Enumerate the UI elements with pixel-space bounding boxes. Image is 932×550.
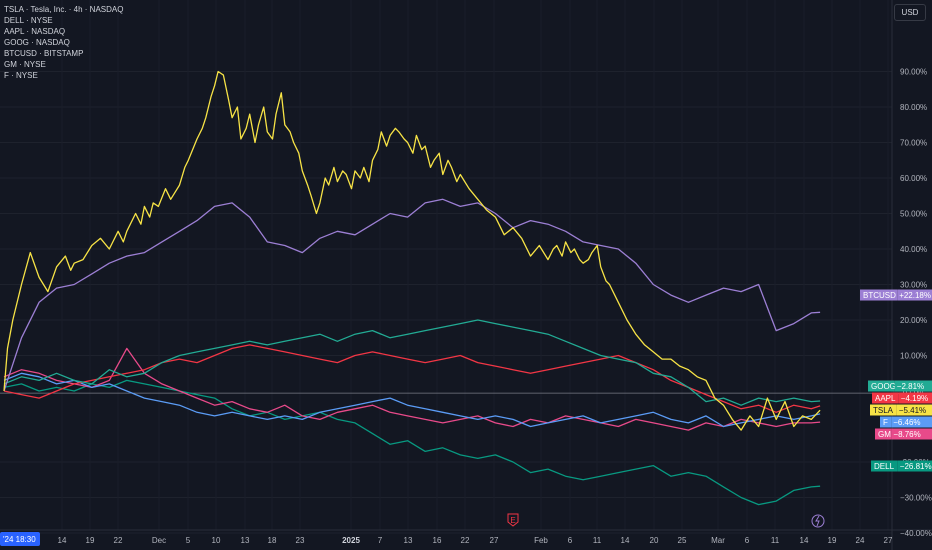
- series-line-goog[interactable]: [3, 319, 821, 406]
- series-name-tag-gm[interactable]: [875, 428, 892, 440]
- series-value-label-aapl: −4.19%: [901, 394, 928, 403]
- series-value-label-dell: −26.81%: [900, 462, 932, 471]
- y-tick-label: 60.00%: [900, 174, 927, 183]
- series-value-label-tsla: −5.41%: [899, 406, 926, 415]
- x-tick-label: 19: [86, 536, 95, 545]
- y-tick-label: 90.00%: [900, 68, 927, 77]
- legend-item-aapl[interactable]: AAPL · NASDAQ: [4, 27, 66, 36]
- legend-item-f[interactable]: F · NYSE: [4, 71, 38, 80]
- x-tick-label: Mar: [711, 536, 725, 545]
- y-tick-label: 40.00%: [900, 245, 927, 254]
- y-tick-label: 20.00%: [900, 316, 927, 325]
- y-tick-label: −40.00%: [900, 529, 932, 538]
- x-tick-label: 13: [241, 536, 250, 545]
- x-tick-label: 22: [114, 536, 123, 545]
- series-name-label-aapl[interactable]: AAPL: [875, 394, 896, 403]
- y-tick-label: −30.00%: [900, 494, 932, 503]
- series-value-label-goog: −2.81%: [897, 382, 924, 391]
- series-line-btcusd[interactable]: [3, 198, 821, 392]
- series-name-tag-btcusd[interactable]: [860, 289, 898, 301]
- series-line-aapl[interactable]: [3, 344, 821, 413]
- legend-title[interactable]: TSLA · Tesla, Inc. · 4h · NASDAQ: [4, 5, 124, 14]
- crosshair-time-label: '24 18:30: [3, 535, 36, 544]
- series-value-tag-dell[interactable]: [897, 460, 932, 472]
- series-line-dell[interactable]: [3, 379, 821, 506]
- currency-button[interactable]: USD: [894, 4, 926, 21]
- series-name-label-dell[interactable]: DELL: [874, 462, 895, 471]
- legend-item-btcusd[interactable]: BTCUSD · BITSTAMP: [4, 49, 84, 58]
- series-line-tsla[interactable]: [3, 70, 821, 431]
- series-name-tag-goog[interactable]: [868, 380, 895, 392]
- x-tick-label: 11: [771, 536, 780, 545]
- x-tick-label: 25: [678, 536, 687, 545]
- x-tick-label: 18: [268, 536, 277, 545]
- legend-item-goog[interactable]: GOOG · NASDAQ: [4, 38, 70, 47]
- x-tick-label: 13: [404, 536, 413, 545]
- x-tick-label: 27: [490, 536, 499, 545]
- x-tick-label: 14: [58, 536, 67, 545]
- x-tick-label: 10: [212, 536, 221, 545]
- series-value-tag-btcusd[interactable]: [897, 289, 932, 301]
- x-tick-label: 2025: [342, 536, 360, 545]
- x-tick-label: Feb: [534, 536, 548, 545]
- y-tick-label: 50.00%: [900, 210, 927, 219]
- series-value-label-btcusd: +22.18%: [899, 291, 931, 300]
- x-tick-label: 11: [593, 536, 602, 545]
- x-tick-label: 6: [745, 536, 750, 545]
- series-line-f[interactable]: [3, 372, 821, 428]
- series-name-label-gm[interactable]: GM: [878, 430, 891, 439]
- lightning-icon: [815, 515, 820, 527]
- y-tick-label: 10.00%: [900, 352, 927, 361]
- series-name-label-tsla[interactable]: TSLA: [873, 406, 894, 415]
- series-name-tag-aapl[interactable]: [872, 392, 899, 404]
- series-line-gm[interactable]: [3, 347, 821, 431]
- series-value-tag-f[interactable]: [891, 416, 932, 428]
- earnings-marker-icon[interactable]: [507, 513, 519, 527]
- series-name-label-btcusd[interactable]: BTCUSD: [863, 291, 896, 300]
- series-name-label-goog[interactable]: GOOG: [871, 382, 896, 391]
- series-value-tag-aapl[interactable]: [898, 392, 932, 404]
- series-name-tag-tsla[interactable]: [870, 404, 897, 416]
- series-name-tag-f[interactable]: [880, 416, 892, 428]
- x-tick-label: 20: [650, 536, 659, 545]
- series-value-label-f: −6.46%: [893, 418, 920, 427]
- earnings-marker-letter: E: [510, 516, 515, 525]
- x-tick-label: 16: [433, 536, 442, 545]
- x-tick-label: 6: [568, 536, 573, 545]
- legend-item-dell[interactable]: DELL · NYSE: [4, 16, 53, 25]
- dividend-marker-icon[interactable]: [811, 514, 825, 528]
- series-value-tag-gm[interactable]: [891, 428, 932, 440]
- series-value-label-gm: −8.76%: [893, 430, 920, 439]
- x-tick-label: 23: [296, 536, 305, 545]
- x-tick-label: 19: [828, 536, 837, 545]
- legend-item-gm[interactable]: GM · NYSE: [4, 60, 46, 69]
- series-name-tag-dell[interactable]: [871, 460, 898, 472]
- series-value-tag-goog[interactable]: [894, 380, 932, 392]
- crosshair-time-box: [0, 532, 40, 546]
- y-tick-label: 30.00%: [900, 281, 927, 290]
- x-tick-label: 14: [621, 536, 630, 545]
- x-tick-label: 27: [884, 536, 893, 545]
- x-tick-label: 22: [461, 536, 470, 545]
- x-tick-label: Dec: [152, 536, 166, 545]
- series-value-tag-tsla[interactable]: [896, 404, 932, 416]
- x-tick-label: 24: [856, 536, 865, 545]
- x-tick-label: 5: [186, 536, 191, 545]
- y-tick-label: 70.00%: [900, 139, 927, 148]
- series-name-label-f[interactable]: F: [883, 418, 888, 427]
- x-tick-label: 7: [378, 536, 383, 545]
- symbol-legend: TSLA · Tesla, Inc. · 4h · NASDAQ DELL · …: [4, 4, 123, 81]
- x-tick-label: 14: [800, 536, 809, 545]
- y-tick-label: 80.00%: [900, 103, 927, 112]
